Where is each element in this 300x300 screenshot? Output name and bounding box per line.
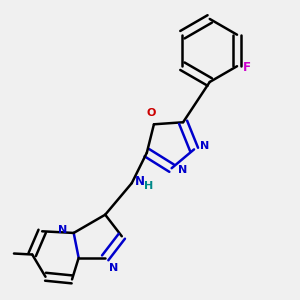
Text: O: O: [147, 108, 156, 118]
Text: N: N: [200, 141, 209, 151]
Text: N: N: [109, 263, 119, 273]
Text: N: N: [178, 165, 187, 175]
Text: F: F: [243, 61, 251, 74]
Text: H: H: [144, 181, 154, 191]
Text: N: N: [135, 175, 145, 188]
Text: N: N: [58, 225, 68, 235]
